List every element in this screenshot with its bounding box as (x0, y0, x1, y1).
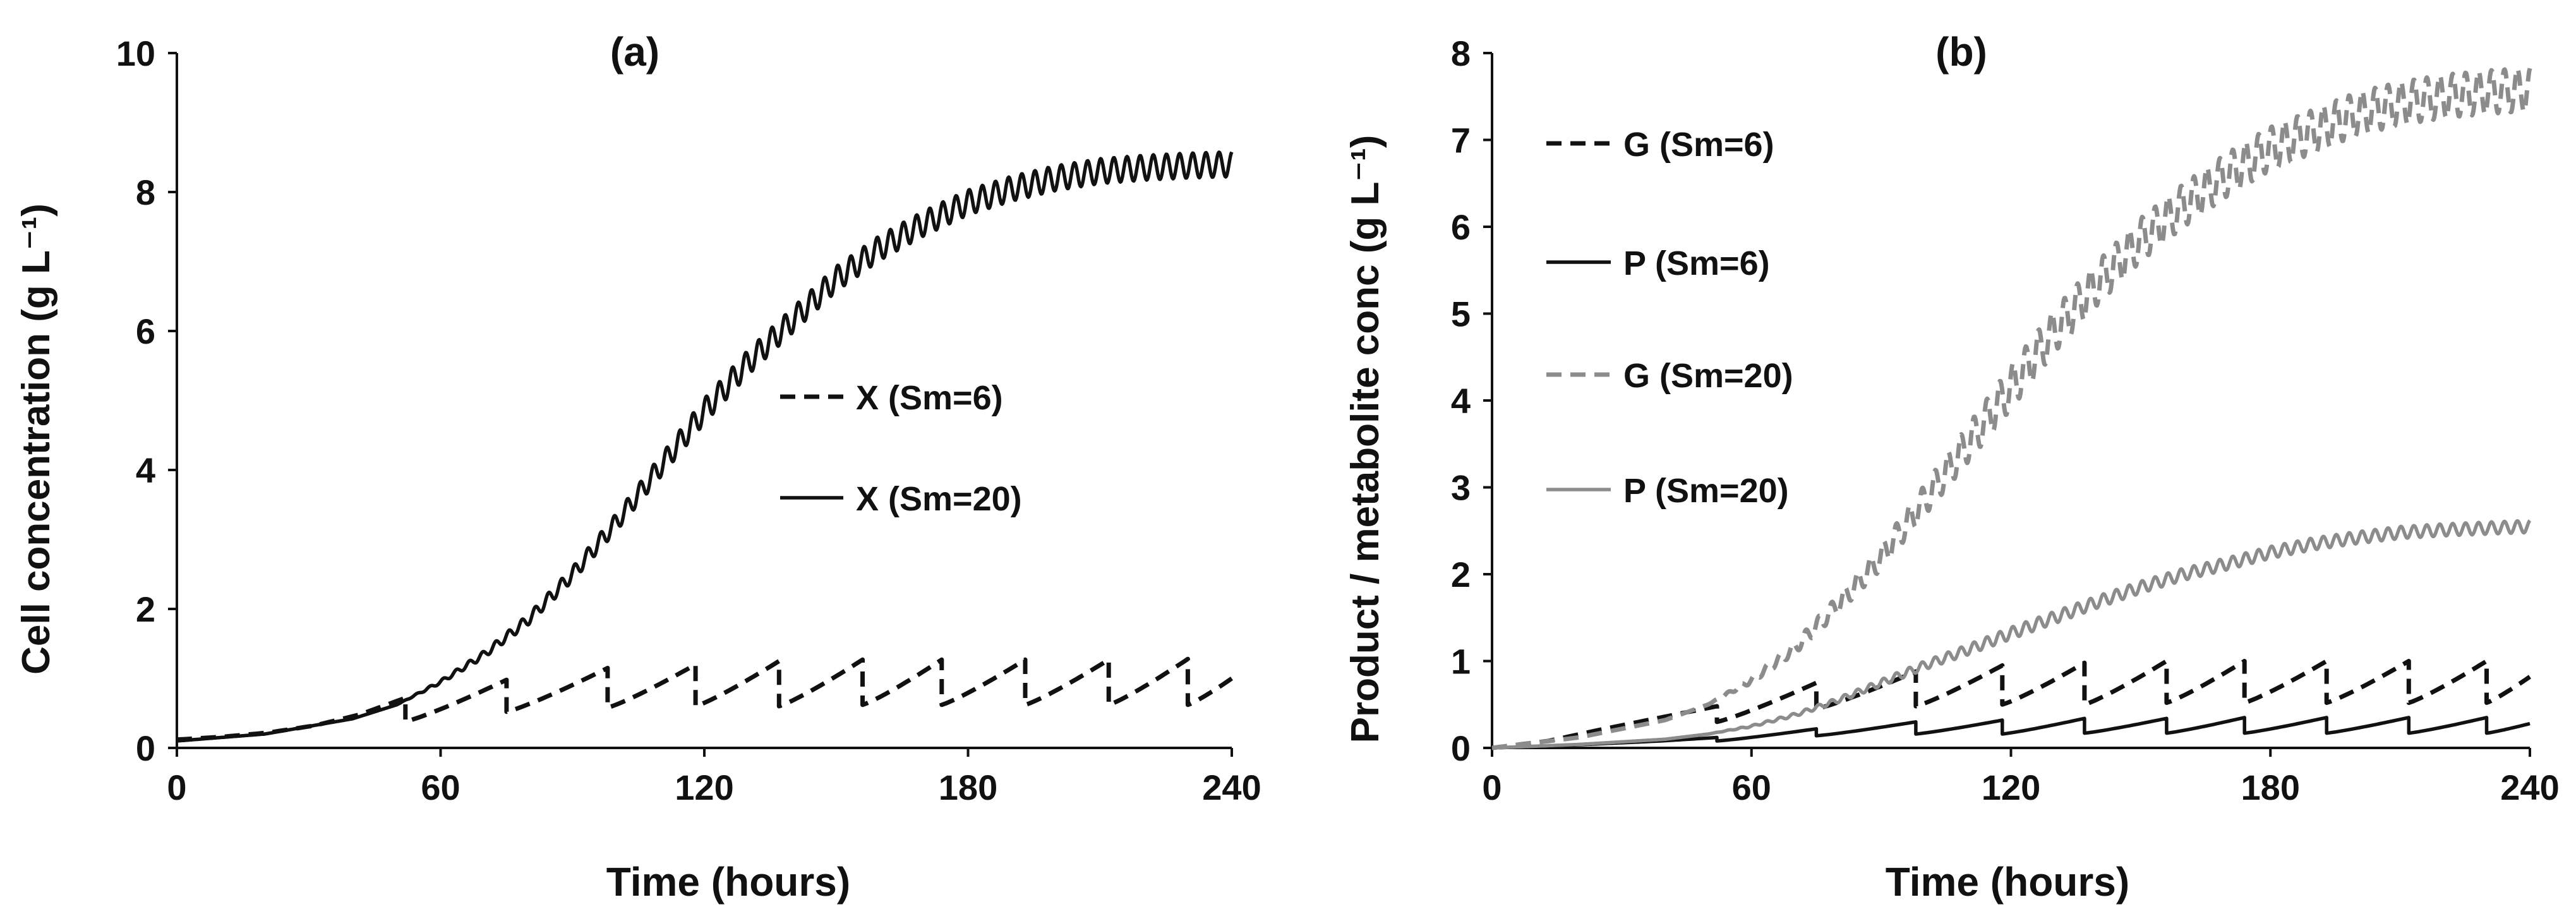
series-line-b-2 (1490, 66, 2532, 750)
x-tick-label-b: 180 (2241, 768, 2300, 807)
series-line-a-0 (176, 656, 1233, 742)
chart-title-b: (b) (1935, 29, 1987, 75)
legend-label-a-1: X (Sm=20) (856, 480, 1022, 518)
x-tick-label-a: 240 (1202, 768, 1261, 807)
y-tick-label-b: 1 (1451, 642, 1471, 682)
x-axis-label-a: Time (hours) (606, 859, 850, 905)
y-tick-label-b: 8 (1451, 33, 1471, 73)
y-tick-label-b: 4 (1451, 381, 1471, 421)
x-axis-label-b: Time (hours) (1886, 859, 2129, 905)
chart-title-a: (a) (610, 29, 659, 75)
x-tick-label-b: 240 (2500, 768, 2559, 807)
x-tick-label-a: 180 (939, 768, 997, 807)
chart-panel-b: (b) Time (hours) Product / metabolite co… (1344, 29, 2560, 905)
x-tick-label-b: 120 (1982, 768, 2040, 807)
y-tick-label-b: 6 (1451, 207, 1471, 247)
legend-label-b-3: P (Sm=20) (1623, 472, 1789, 510)
y-tick-label-a: 10 (116, 33, 155, 73)
y-tick-label-a: 4 (136, 450, 155, 490)
x-tick-label-a: 0 (167, 768, 186, 807)
x-tick-label-a: 120 (675, 768, 733, 807)
x-tick-label-b: 0 (1482, 768, 1502, 807)
y-tick-label-b: 0 (1451, 728, 1471, 768)
y-axis-label-a: Cell concentration (g L⁻¹) (15, 203, 58, 675)
x-tick-label-a: 60 (421, 768, 460, 807)
series-line-a-1 (176, 150, 1234, 743)
y-tick-label-a: 2 (136, 589, 155, 629)
series-line-b-3 (1491, 519, 2532, 750)
legend-label-b-1: P (Sm=6) (1623, 244, 1770, 282)
legend-label-b-2: G (Sm=20) (1623, 357, 1793, 395)
y-axis-label-b: Product / metabolite conc (g L⁻¹) (1344, 135, 1387, 743)
y-tick-label-a: 0 (136, 728, 155, 768)
y-tick-label-b: 2 (1451, 555, 1471, 594)
legend-label-b-0: G (Sm=6) (1623, 126, 1774, 164)
y-tick-label-a: 6 (136, 311, 155, 351)
series-line-b-0 (1491, 659, 2531, 750)
chart-panel-a: (a) Time (hours) Cell concentration (g L… (15, 29, 1261, 905)
legend-label-a-0: X (Sm=6) (856, 379, 1003, 417)
y-tick-label-a: 8 (136, 172, 155, 212)
y-tick-label-b: 5 (1451, 294, 1471, 334)
x-tick-label-b: 60 (1732, 768, 1771, 807)
y-tick-label-b: 7 (1451, 121, 1471, 160)
y-tick-label-b: 3 (1451, 468, 1471, 508)
